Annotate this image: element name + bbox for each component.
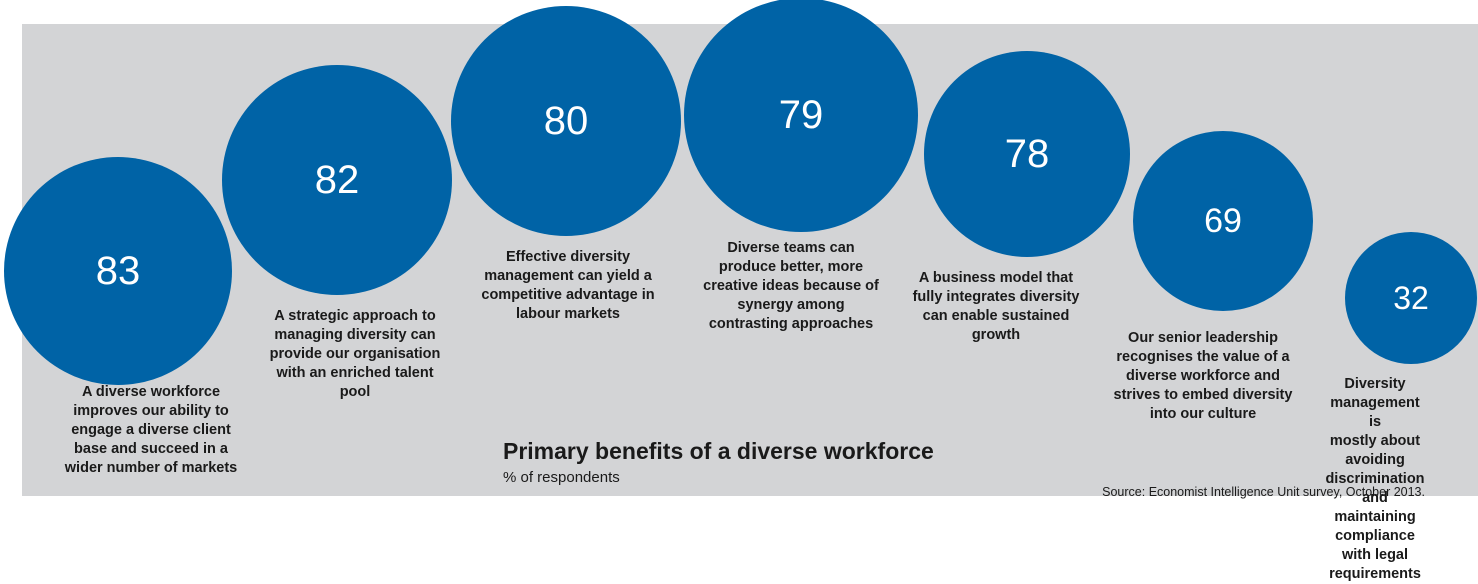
bubble-label-line: recognises the value of a <box>1116 349 1290 365</box>
chart-source: Source: Economist Intelligence Unit surv… <box>1102 485 1425 499</box>
bubble-label-7: Diversity management is mostly about avoi… <box>1324 375 1427 584</box>
bubble-label-line: into our culture <box>1149 406 1257 422</box>
bubble-label-line: maintaining compliance <box>1334 509 1416 544</box>
bubble-value-2: 82 <box>315 158 360 202</box>
bubble-label-line: with an enriched talent <box>276 365 434 381</box>
bubble-chart: 83 82 80 79 78 69 32 <box>4 0 1477 385</box>
bubble-2 <box>222 65 452 295</box>
bubble-value-5: 78 <box>1005 132 1050 176</box>
bubble-label-line: Our senior leadership <box>1128 330 1278 346</box>
bubble-label-line: strives to embed diversity <box>1113 387 1293 403</box>
bubble-label-line: diverse workforce and <box>1126 368 1280 384</box>
bubble-label-line: management can yield a <box>484 268 652 284</box>
bubble-5 <box>924 51 1130 257</box>
bubble-label-line: can enable sustained <box>922 308 1070 324</box>
bubble-7 <box>1345 232 1477 364</box>
bubble-value-4: 79 <box>779 93 824 137</box>
bubble-label-line: A business model that <box>918 270 1074 286</box>
bubble-label-1: A diverse workforce improves our ability … <box>65 383 237 478</box>
bubble-label-line: pool <box>339 384 371 400</box>
bubble-label-line: labour markets <box>516 306 620 322</box>
bubble-4 <box>684 0 918 232</box>
bubble-value-7: 32 <box>1393 280 1429 316</box>
bubble-label-line: fully integrates diversity <box>912 289 1080 305</box>
bubble-label-line: growth <box>971 327 1021 343</box>
bubble-label-line: Diverse teams can <box>727 240 855 256</box>
bubble-label-3: Effective diversity management can yield … <box>481 248 654 324</box>
bubble-1 <box>4 157 232 385</box>
bubble-label-line: discrimination and <box>1325 471 1425 506</box>
bubble-label-4: Diverse teams can produce better, more cre… <box>703 239 879 334</box>
bubble-label-5: A business model that fully integrates di… <box>913 269 1080 345</box>
bubble-value-3: 80 <box>544 99 589 143</box>
bubble-label-line: managing diversity can <box>274 327 436 343</box>
bubble-label-6: Our senior leadership recognises the valu… <box>1114 329 1293 424</box>
bubble-label-line: Effective diversity <box>505 249 631 265</box>
bubble-label-line: synergy among <box>737 297 845 313</box>
bubble-label-2: A strategic approach to managing diversit… <box>270 307 441 402</box>
bubble-label-line: provide our organisation <box>269 346 441 362</box>
bubble-label-line: base and succeed in a <box>74 441 228 457</box>
bubble-label-line: contrasting approaches <box>708 316 874 332</box>
bubble-label-line: with legal requirements <box>1329 547 1421 582</box>
bubble-label-line: produce better, more <box>718 259 864 275</box>
chart-title: Primary benefits of a diverse workforce <box>503 438 934 464</box>
bubble-6 <box>1133 131 1313 311</box>
bubble-label-line: A diverse workforce <box>81 384 221 400</box>
bubble-value-6: 69 <box>1204 202 1242 240</box>
bubble-label-line: creative ideas because of <box>703 278 879 294</box>
bubble-label-line: mostly about avoiding <box>1329 433 1421 468</box>
bubble-3 <box>451 6 681 236</box>
bubble-label-line: improves our ability to <box>73 403 229 419</box>
bubble-value-1: 83 <box>96 249 141 293</box>
bubble-label-line: wider number of markets <box>64 460 238 476</box>
chart-subtitle: % of respondents <box>503 469 620 486</box>
bubble-label-line: A strategic approach to <box>274 308 436 324</box>
bubble-label-line: competitive advantage in <box>481 287 655 303</box>
bubble-label-line: Diversity management is <box>1330 376 1420 430</box>
bubble-label-line: engage a diverse client <box>71 422 231 438</box>
